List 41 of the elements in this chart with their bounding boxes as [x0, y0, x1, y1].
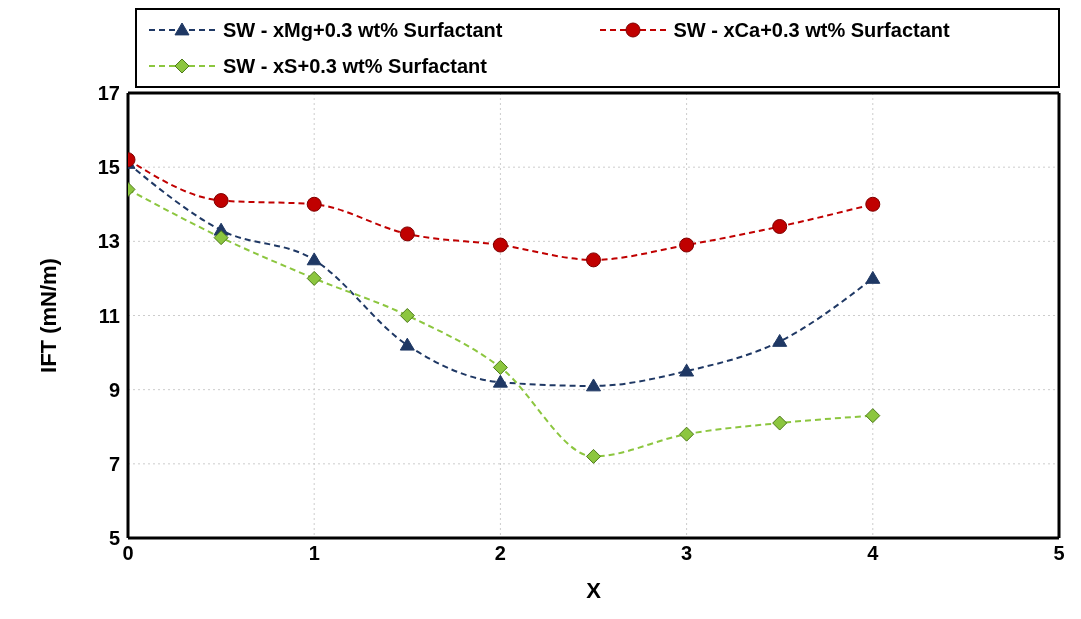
y-tick-label: 5: [108, 527, 120, 550]
point: [679, 426, 695, 442]
legend-label: SW - xCa+0.3 wt% Surfactant: [673, 18, 950, 42]
y-tick-label: 13: [97, 230, 120, 253]
x-tick-label: 1: [308, 542, 320, 565]
point: [492, 237, 508, 253]
point: [213, 230, 229, 246]
point: [306, 252, 322, 266]
point: [399, 337, 415, 351]
x-tick-label: 4: [867, 542, 880, 565]
point: [865, 408, 881, 424]
legend-label: SW - xS+0.3 wt% Surfactant: [223, 54, 487, 78]
point: [306, 270, 322, 286]
x-tick-label: 5: [1053, 542, 1065, 565]
x-tick-label: 2: [494, 542, 506, 565]
x-tick-label: 3: [681, 542, 693, 565]
y-axis-title: IFT (mN/m): [35, 258, 61, 373]
point: [865, 270, 881, 284]
point: [399, 226, 415, 242]
x-axis-title: X: [586, 578, 602, 603]
y-tick-label: 11: [98, 304, 120, 327]
point: [586, 448, 601, 464]
point: [772, 219, 788, 234]
point: [865, 196, 881, 212]
y-tick-label: 9: [108, 378, 120, 401]
y-tick-label: 7: [108, 452, 120, 475]
point: [213, 193, 229, 209]
point: [679, 237, 695, 253]
point: [586, 378, 601, 392]
point: [492, 359, 508, 375]
y-tick-label: 17: [97, 82, 120, 105]
x-tick-label: 0: [122, 542, 134, 565]
point: [306, 196, 322, 212]
y-tick-label: 15: [97, 156, 120, 179]
legend-label: SW - xMg+0.3 wt% Surfactant: [223, 18, 503, 42]
point: [772, 333, 788, 347]
point: [492, 374, 508, 388]
point: [399, 308, 415, 323]
point: [679, 363, 695, 377]
point: [772, 415, 788, 431]
point: [586, 252, 601, 268]
